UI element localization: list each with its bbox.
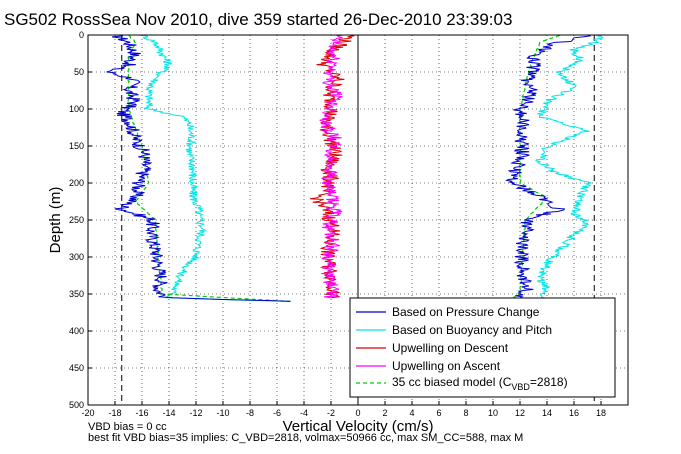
legend-label: Upwelling on Descent (392, 341, 509, 355)
annotation-vbd-bias: VBD bias = 0 cc (88, 421, 167, 433)
series-line-4-ascent (319, 34, 344, 299)
y-tick-label: 150 (69, 141, 84, 151)
y-tick-label: 50 (74, 67, 84, 77)
x-axis-label: Vertical Velocity (cm/s) (283, 418, 434, 435)
x-tick-label: 18 (596, 408, 606, 418)
chart-title: SG502 RossSea Nov 2010, dive 359 started… (4, 10, 512, 29)
legend-label: Upwelling on Ascent (392, 359, 501, 373)
x-tick-label: -14 (162, 408, 175, 418)
legend-label-model: 35 cc biased model (CVBD=2818) (392, 375, 568, 392)
x-tick-label: -18 (108, 408, 121, 418)
series-group (106, 34, 605, 302)
annotation-best-fit: best fit VBD bias=35 implies: C_VBD=2818… (88, 432, 524, 444)
x-tick-label: -16 (135, 408, 148, 418)
x-tick-label: -20 (81, 408, 94, 418)
legend-label: Based on Buoyancy and Pitch (392, 323, 552, 337)
x-tick-label: 4 (409, 408, 414, 418)
x-tick-label: -10 (216, 408, 229, 418)
x-tick-label: 6 (436, 408, 441, 418)
y-tick-label: 100 (69, 104, 84, 114)
legend-label: Based on Pressure Change (392, 305, 540, 319)
series-line-1-descent (106, 34, 291, 302)
legend-entries: Based on Pressure Change Based on Buoyanc… (356, 305, 552, 373)
x-tick-label: 2 (382, 408, 387, 418)
series-line-1-ascent (488, 34, 592, 302)
y-tick-label: 250 (69, 215, 84, 225)
x-tick-label: 16 (569, 408, 579, 418)
axis-ticks: -20 -18 -16 -14 -12 -10 -8 -6 -4 -2 0 2 4 6 8 10 12 14 16 1… (69, 30, 606, 418)
y-tick-label: 450 (69, 363, 84, 373)
x-tick-label: 14 (542, 408, 552, 418)
y-tick-label: 200 (69, 178, 84, 188)
series-line-3-descent (309, 34, 355, 299)
x-tick-label: 10 (488, 408, 498, 418)
x-tick-label: -12 (189, 408, 202, 418)
x-tick-label: -4 (300, 408, 308, 418)
series-line-2-ascent (519, 34, 605, 302)
x-tick-label: -6 (273, 408, 281, 418)
y-tick-label: 400 (69, 326, 84, 336)
y-axis-label: Depth (m) (47, 187, 64, 254)
legend: Based on Pressure Change Based on Buoyanc… (349, 297, 616, 398)
x-tick-label: -2 (327, 408, 335, 418)
legend-box (349, 297, 616, 398)
x-tick-label: 8 (463, 408, 468, 418)
x-tick-label: 12 (515, 408, 525, 418)
y-tick-label: 350 (69, 289, 84, 299)
y-tick-label: 500 (69, 400, 84, 410)
series-line-2-descent (138, 34, 291, 302)
y-tick-label: 300 (69, 252, 84, 262)
y-tick-label: 0 (79, 30, 84, 40)
x-tick-label: -8 (246, 408, 254, 418)
legend-label-model-subscript: VBD (511, 382, 530, 392)
x-tick-label: 0 (355, 408, 360, 418)
